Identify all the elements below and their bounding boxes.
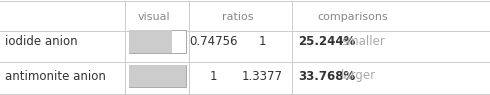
Text: antimonite anion: antimonite anion [5,70,106,82]
Text: visual: visual [138,12,171,22]
Text: 0.74756: 0.74756 [189,35,237,48]
Text: 33.768%: 33.768% [298,70,355,82]
Bar [129,65,186,87]
Text: larger: larger [341,70,376,82]
Text: 1: 1 [209,70,217,82]
Bar [129,30,186,53]
Text: 1.3377: 1.3377 [242,70,283,82]
Text: smaller: smaller [341,35,385,48]
Bar [129,30,172,53]
Text: 25.244%: 25.244% [298,35,355,48]
Bar [129,65,186,87]
Text: iodide anion: iodide anion [5,35,77,48]
Text: ratios: ratios [222,12,253,22]
Text: comparisons: comparisons [318,12,388,22]
Text: 1: 1 [258,35,266,48]
